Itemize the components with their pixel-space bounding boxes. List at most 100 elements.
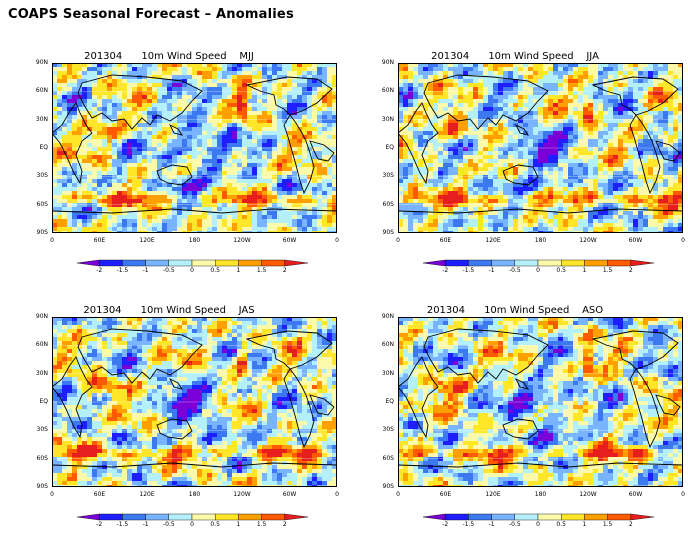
heatmap-cell — [242, 143, 247, 147]
heatmap-cell — [648, 123, 653, 127]
heatmap-cell — [87, 163, 92, 167]
heatmap-cell — [202, 75, 207, 79]
heatmap-cell — [488, 223, 493, 227]
heatmap-cell — [478, 203, 483, 207]
heatmap-cell — [573, 99, 578, 103]
heatmap-cell — [473, 131, 478, 135]
heatmap-cell — [608, 135, 613, 139]
heatmap-cell — [653, 227, 658, 231]
heatmap-cell — [117, 111, 122, 115]
heatmap-cell — [428, 195, 433, 199]
heatmap-cell — [598, 227, 603, 231]
heatmap-cell — [533, 199, 538, 203]
heatmap-cell — [192, 195, 197, 199]
heatmap-cell — [443, 131, 448, 135]
heatmap-cell — [568, 199, 573, 203]
heatmap-cell — [543, 159, 548, 163]
heatmap-cell — [132, 99, 137, 103]
heatmap-cell — [538, 147, 543, 151]
heatmap-cell — [503, 123, 508, 127]
heatmap-cell — [488, 215, 493, 219]
heatmap-cell — [403, 71, 408, 75]
heatmap-cell — [423, 75, 428, 79]
heatmap-cell — [77, 219, 82, 223]
heatmap-cell — [638, 67, 643, 71]
heatmap-cell — [207, 175, 212, 179]
heatmap-cell — [553, 87, 558, 91]
heatmap-cell — [498, 87, 503, 91]
heatmap-cell — [252, 203, 257, 207]
heatmap-cell — [613, 167, 618, 171]
heatmap-cell — [207, 195, 212, 199]
heatmap-cell — [287, 175, 292, 179]
heatmap-cell — [603, 151, 608, 155]
heatmap-cell — [172, 87, 177, 91]
heatmap-cell — [543, 155, 548, 159]
heatmap-cell — [67, 123, 72, 127]
heatmap-cell — [177, 151, 182, 155]
heatmap-cell — [448, 195, 453, 199]
heatmap-cell — [638, 203, 643, 207]
heatmap-cell — [603, 211, 608, 215]
heatmap-cell — [473, 83, 478, 87]
heatmap-cell — [413, 143, 418, 147]
heatmap-cell — [618, 71, 623, 75]
heatmap-cell — [137, 155, 142, 159]
heatmap-cell — [618, 115, 623, 119]
heatmap-cell — [102, 107, 107, 111]
heatmap-cell — [513, 211, 518, 215]
heatmap-cell — [473, 139, 478, 143]
heatmap-cell — [192, 187, 197, 191]
heatmap-cell — [107, 187, 112, 191]
heatmap-cell — [307, 227, 312, 231]
heatmap-cell — [443, 151, 448, 155]
heatmap-cell — [413, 187, 418, 191]
heatmap-cell — [578, 107, 583, 111]
heatmap-cell — [408, 183, 413, 187]
heatmap-cell — [267, 83, 272, 87]
heatmap-cell — [152, 227, 157, 231]
heatmap-cell — [643, 227, 648, 231]
heatmap-cell — [448, 147, 453, 151]
heatmap-cell — [578, 187, 583, 191]
heatmap-cell — [423, 71, 428, 75]
heatmap-cell — [523, 103, 528, 107]
heatmap-cell — [222, 195, 227, 199]
heatmap-cell — [573, 195, 578, 199]
heatmap-cell — [67, 139, 72, 143]
heatmap-cell — [413, 151, 418, 155]
heatmap-cell — [663, 167, 668, 171]
heatmap-cell — [187, 91, 192, 95]
heatmap-cell — [237, 147, 242, 151]
heatmap-cell — [207, 107, 212, 111]
heatmap-cell — [668, 99, 673, 103]
heatmap-cell — [157, 83, 162, 87]
heatmap-cell — [628, 155, 633, 159]
heatmap-cell — [262, 219, 267, 223]
heatmap-cell — [628, 171, 633, 175]
colorbar-segment — [262, 260, 285, 266]
heatmap-cell — [548, 163, 553, 167]
heatmap-cell — [67, 223, 72, 227]
heatmap-cell — [137, 91, 142, 95]
heatmap-cell — [197, 103, 202, 107]
colorbar — [422, 259, 656, 267]
heatmap-cell — [413, 79, 418, 83]
heatmap-cell — [197, 183, 202, 187]
heatmap-cell — [137, 71, 142, 75]
heatmap-cell — [568, 163, 573, 167]
heatmap-cell — [518, 87, 523, 91]
heatmap-cell — [468, 135, 473, 139]
heatmap-cell — [182, 147, 187, 151]
heatmap-cell — [197, 223, 202, 227]
heatmap-cell — [668, 103, 673, 107]
heatmap-cell — [207, 67, 212, 71]
heatmap-cell — [137, 135, 142, 139]
heatmap-cell — [97, 215, 102, 219]
heatmap-cell — [137, 87, 142, 91]
heatmap-cell — [297, 211, 302, 215]
heatmap-cell — [317, 187, 322, 191]
heatmap-cell — [192, 107, 197, 111]
heatmap-cell — [127, 111, 132, 115]
heatmap-cell — [277, 179, 282, 183]
